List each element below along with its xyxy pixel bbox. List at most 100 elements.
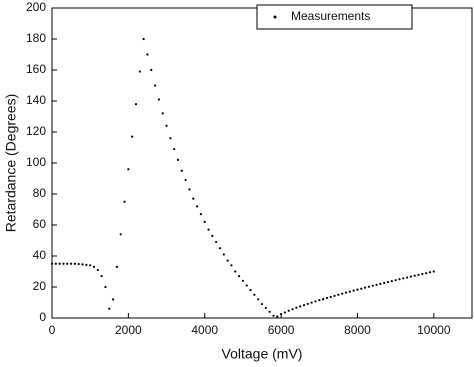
data-point (89, 264, 92, 267)
data-point (371, 284, 374, 287)
data-point (348, 290, 351, 293)
data-point (260, 302, 264, 306)
data-point (104, 285, 107, 289)
data-point (405, 276, 409, 279)
data-point (77, 262, 80, 266)
data-point (66, 262, 69, 265)
data-point (69, 262, 73, 265)
data-point (413, 274, 416, 277)
data-point (153, 84, 157, 87)
data-point (352, 289, 355, 292)
data-point (279, 313, 283, 316)
data-point (50, 262, 54, 265)
data-point (62, 262, 65, 265)
data-point (146, 53, 149, 56)
x-tick-label: 2000 (115, 323, 142, 337)
data-point (379, 282, 382, 285)
data-point (169, 137, 172, 140)
data-point (386, 280, 390, 284)
data-point (165, 124, 168, 127)
y-tick-label: 80 (33, 186, 47, 200)
legend-label: Measurements (291, 9, 370, 23)
data-point (92, 265, 96, 268)
data-point (421, 272, 424, 276)
data-point (425, 272, 428, 275)
data-point (157, 98, 161, 101)
data-point (363, 286, 367, 289)
data-point (176, 158, 180, 161)
data-point (188, 188, 191, 191)
data-point (321, 297, 325, 301)
data-point (131, 135, 134, 138)
data-point (356, 288, 359, 291)
data-point (268, 310, 271, 313)
data-point (237, 275, 241, 278)
data-point (337, 293, 340, 296)
data-point (409, 275, 413, 278)
data-point (276, 315, 279, 318)
data-point (390, 280, 393, 283)
data-point (417, 273, 420, 277)
data-point (58, 262, 61, 265)
data-point (402, 277, 405, 280)
data-point (85, 263, 88, 266)
data-point (432, 270, 435, 273)
data-point (318, 299, 321, 302)
data-point (272, 314, 275, 317)
data-point (215, 240, 218, 244)
y-tick-label: 140 (26, 93, 46, 107)
data-point (207, 228, 210, 231)
data-point (306, 302, 309, 305)
data-point (195, 205, 199, 208)
data-point (245, 284, 248, 287)
legend-box (256, 4, 413, 30)
data-point (375, 283, 378, 286)
data-point (310, 301, 313, 304)
y-tick-label: 200 (26, 0, 46, 14)
data-point (302, 304, 306, 307)
data-point (329, 295, 332, 299)
y-tick-label: 120 (26, 124, 46, 138)
data-point (295, 306, 298, 309)
data-point (203, 220, 206, 223)
data-point (367, 285, 371, 288)
data-point (192, 197, 195, 200)
data-point (249, 289, 252, 292)
data-point (230, 264, 233, 267)
data-point (173, 147, 176, 151)
data-point (283, 311, 287, 314)
data-point (115, 265, 119, 268)
data-point (264, 306, 267, 310)
data-point (360, 287, 363, 290)
data-point (100, 275, 103, 278)
y-tick-label: 160 (26, 62, 46, 76)
y-tick-label: 100 (26, 155, 46, 169)
y-tick-label: 20 (33, 279, 47, 293)
y-tick-label: 40 (33, 248, 47, 262)
data-point (325, 296, 329, 300)
data-point (199, 213, 203, 216)
x-axis-label: Voltage (mV) (222, 346, 303, 362)
data-point (180, 169, 183, 172)
data-point (123, 200, 126, 203)
data-point (241, 279, 245, 282)
data-point (138, 70, 141, 73)
x-tick-label: 4000 (191, 323, 218, 337)
data-point (341, 292, 344, 295)
data-point (96, 268, 99, 272)
data-point (299, 305, 302, 308)
y-tick-label: 180 (26, 31, 46, 45)
y-axis-label: Retardance (Degrees) (3, 94, 19, 233)
data-point (142, 37, 145, 41)
legend-marker (273, 15, 277, 19)
data-point (257, 298, 260, 301)
data-point (287, 309, 290, 312)
data-point (428, 271, 432, 274)
data-point (226, 259, 229, 262)
data-point (222, 253, 225, 256)
y-tick-label: 0 (39, 310, 46, 324)
data-point (383, 281, 386, 285)
data-point (134, 103, 138, 106)
data-point (127, 168, 130, 171)
